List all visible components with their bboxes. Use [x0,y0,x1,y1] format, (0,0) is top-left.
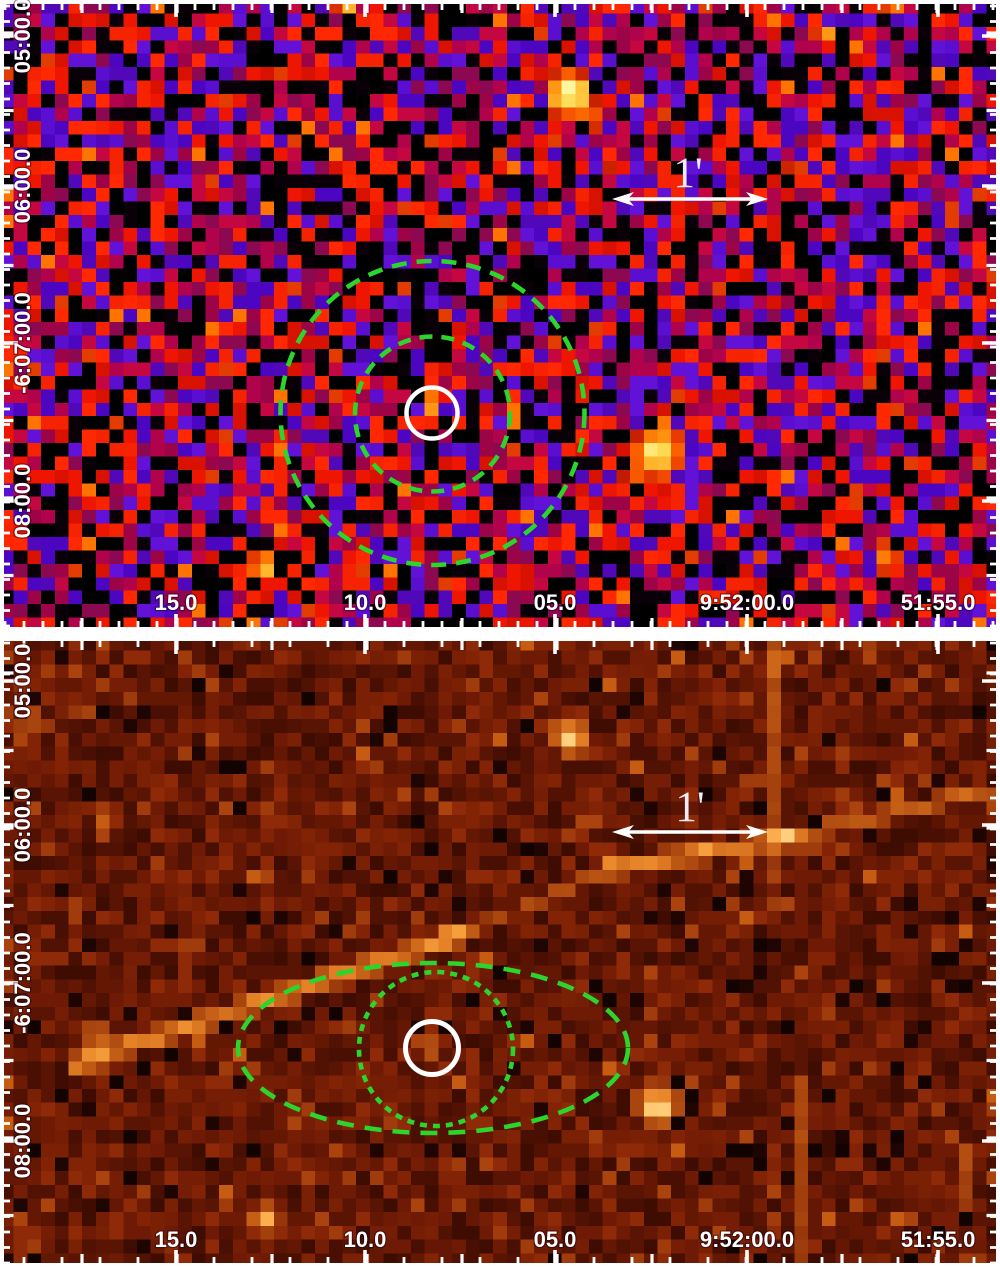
ra-axis-label: 51:55.0 [901,1227,976,1252]
ra-axis-label: 15.0 [155,590,198,615]
medium-ticks [4,4,996,627]
dec-axis-label: 06:00.0 [10,149,35,224]
sky-pixels-canvas-top [0,0,1000,631]
source-region-circle [404,385,460,441]
background-ellipse [235,960,631,1136]
major-ticks [4,4,996,627]
top-panel-xray-image: 05:00.0 06:00.0 -6:07:00.0 08:00.0 15.0 10.0 0… [0,0,1000,631]
dec-axis-label: -6:07:00.0 [10,292,35,394]
dec-axis-label: 05:00.0 [10,644,35,719]
ra-axis-label: 15.0 [155,1227,198,1252]
dec-axis-label: 08:00.0 [10,1104,35,1179]
dec-axis-label: 06:00.0 [10,788,35,863]
scalebar-arrowhead-left [612,192,634,206]
scalebar-arrowhead-left [612,825,634,839]
axes-frame [0,637,1000,1267]
ra-axis-label: 05.0 [534,1227,577,1252]
background-annulus-inner [352,334,513,494]
minor-ticks [3,4,996,628]
scalebar-label: 1' [675,784,704,831]
dec-axis-label: -6:07:00.0 [10,932,35,1034]
sky-pixels-canvas-bottom [0,637,1000,1267]
ra-axis-label: 51:55.0 [901,590,976,615]
overlay-axes-bottom: 05:00.0 06:00.0 -6:07:00.0 08:00.0 15.0 10.0 0… [0,637,1000,1267]
overlay-axes-top: 05:00.0 06:00.0 -6:07:00.0 08:00.0 15.0 10.0 0… [0,0,1000,631]
scalebar-arrowhead-right [746,825,768,839]
medium-ticks [4,641,996,1263]
source-region-circle [403,1019,461,1077]
ra-axis-label: 9:52:00.0 [700,1227,794,1252]
minor-ticks [4,641,996,1265]
bottom-panel-xray-image: 05:00.0 06:00.0 -6:07:00.0 08:00.0 15.0 10.0 0… [0,637,1000,1267]
ra-axis-label: 10.0 [344,1227,387,1252]
dec-axis-label: 08:00.0 [10,464,35,539]
scalebar-label: 1' [673,150,702,197]
ra-axis-label: 05.0 [534,590,577,615]
background-inner-circle [356,969,516,1129]
dec-axis-label: 05:00.0 [10,0,35,73]
major-ticks [4,641,996,1263]
background-annulus-outer [278,258,587,568]
scalebar-arrowhead-right [746,192,768,206]
ra-axis-label: 10.0 [344,590,387,615]
axes-frame [0,0,1000,631]
ra-axis-label: 9:52:00.0 [700,590,794,615]
